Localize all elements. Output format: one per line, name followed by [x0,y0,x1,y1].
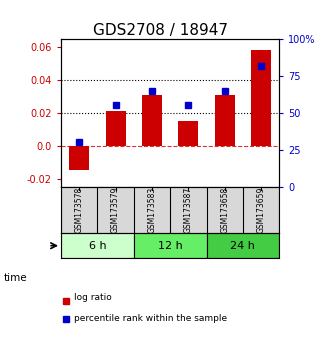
Text: log ratio: log ratio [74,293,112,302]
Bar [243,187,279,233]
Bar [215,95,235,146]
Bar [251,50,271,146]
Bar [178,121,198,146]
Bar [206,187,243,233]
Text: GSM173578: GSM173578 [75,187,84,233]
Text: 24 h: 24 h [230,241,255,251]
Bar [134,187,170,233]
Text: GSM173659: GSM173659 [256,187,265,233]
Text: percentile rank within the sample: percentile rank within the sample [74,314,227,323]
Bar [61,233,134,258]
Bar [97,187,134,233]
Text: time: time [3,273,27,283]
Bar [106,111,126,146]
Text: 6 h: 6 h [89,241,106,251]
Text: GDS2708 / 18947: GDS2708 / 18947 [93,23,228,38]
Bar [61,187,97,233]
Text: GSM173583: GSM173583 [147,187,156,233]
Text: GSM173579: GSM173579 [111,187,120,233]
Text: GSM173587: GSM173587 [184,187,193,233]
Bar [134,233,206,258]
Bar [142,95,162,146]
Text: 12 h: 12 h [158,241,183,251]
Bar [206,233,279,258]
Bar [69,146,89,170]
Bar [170,187,206,233]
Text: GSM173658: GSM173658 [220,187,229,233]
